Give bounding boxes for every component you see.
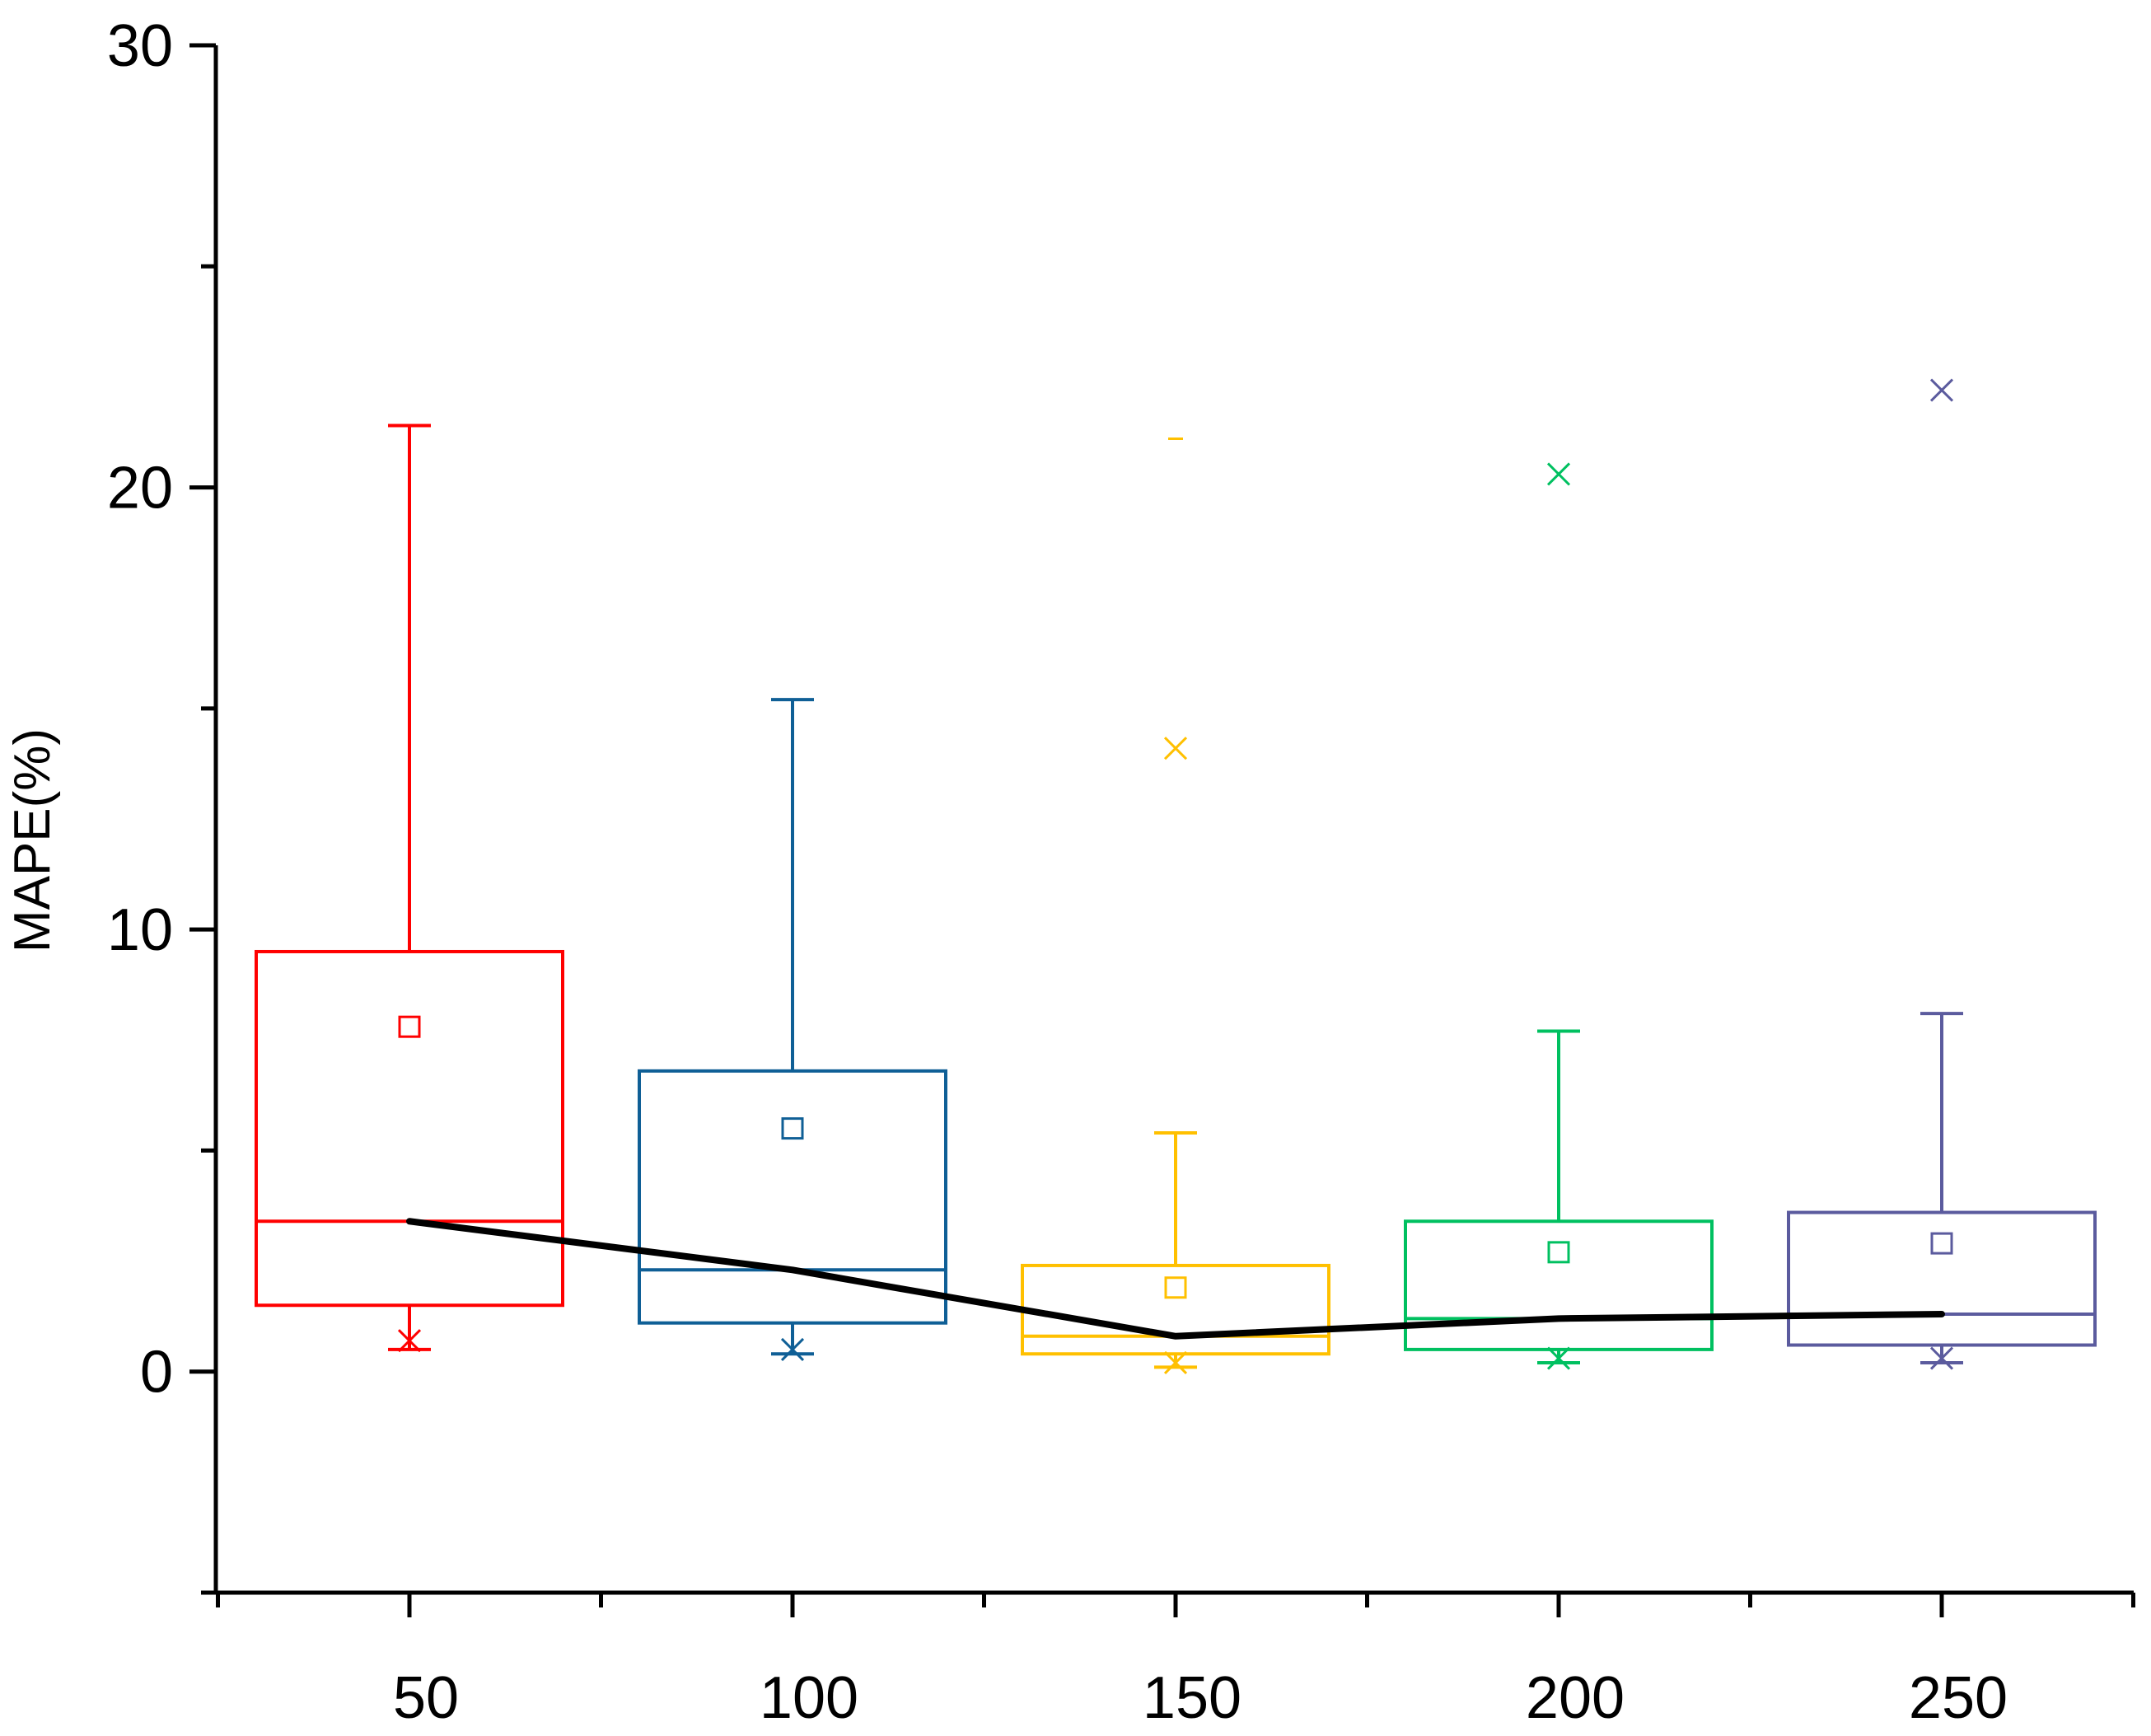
box-series: [255, 378, 2097, 1375]
box-100: [638, 698, 947, 1361]
mean-marker: [398, 1015, 421, 1038]
min-marker: [1546, 1346, 1571, 1370]
x-tick-label: 250: [1909, 1665, 2008, 1731]
mean-marker: [781, 1117, 804, 1140]
median-trend-line-layer: [406, 1218, 1945, 1340]
y-axis-title: MAPE(%): [4, 728, 61, 952]
y-tick-label: 10: [107, 897, 173, 963]
interquartile-box: [1404, 1219, 1714, 1351]
mean-marker: [1930, 1232, 1953, 1255]
mean-marker: [1547, 1241, 1570, 1264]
interquartile-box: [638, 1069, 947, 1325]
x-tick-label: 100: [760, 1665, 858, 1731]
min-marker: [397, 1329, 422, 1353]
min-marker: [780, 1337, 805, 1361]
y-tick-label: 20: [107, 456, 173, 522]
min-marker: [1163, 1350, 1188, 1375]
x-tick-label: 50: [393, 1665, 459, 1731]
box-200: [1404, 462, 1714, 1370]
max-marker: [1546, 462, 1571, 486]
box-150: [1021, 438, 1330, 1375]
median-trend-line: [406, 1218, 1945, 1340]
box-50: [255, 423, 564, 1353]
axes: 0 10 20 30 50 100 150 200 250: [107, 13, 2135, 1731]
y-tick-label: 30: [107, 13, 173, 79]
box-250: [1787, 378, 2097, 1370]
y-tick-label: 0: [140, 1340, 173, 1406]
max-marker: [1929, 378, 1954, 402]
mean-marker: [1164, 1276, 1187, 1299]
interquartile-box: [255, 949, 564, 1308]
x-tick-label: 150: [1143, 1665, 1242, 1731]
outlier-marker: [1163, 737, 1188, 760]
x-tick-label: 200: [1526, 1665, 1625, 1731]
min-marker: [1929, 1346, 1954, 1370]
